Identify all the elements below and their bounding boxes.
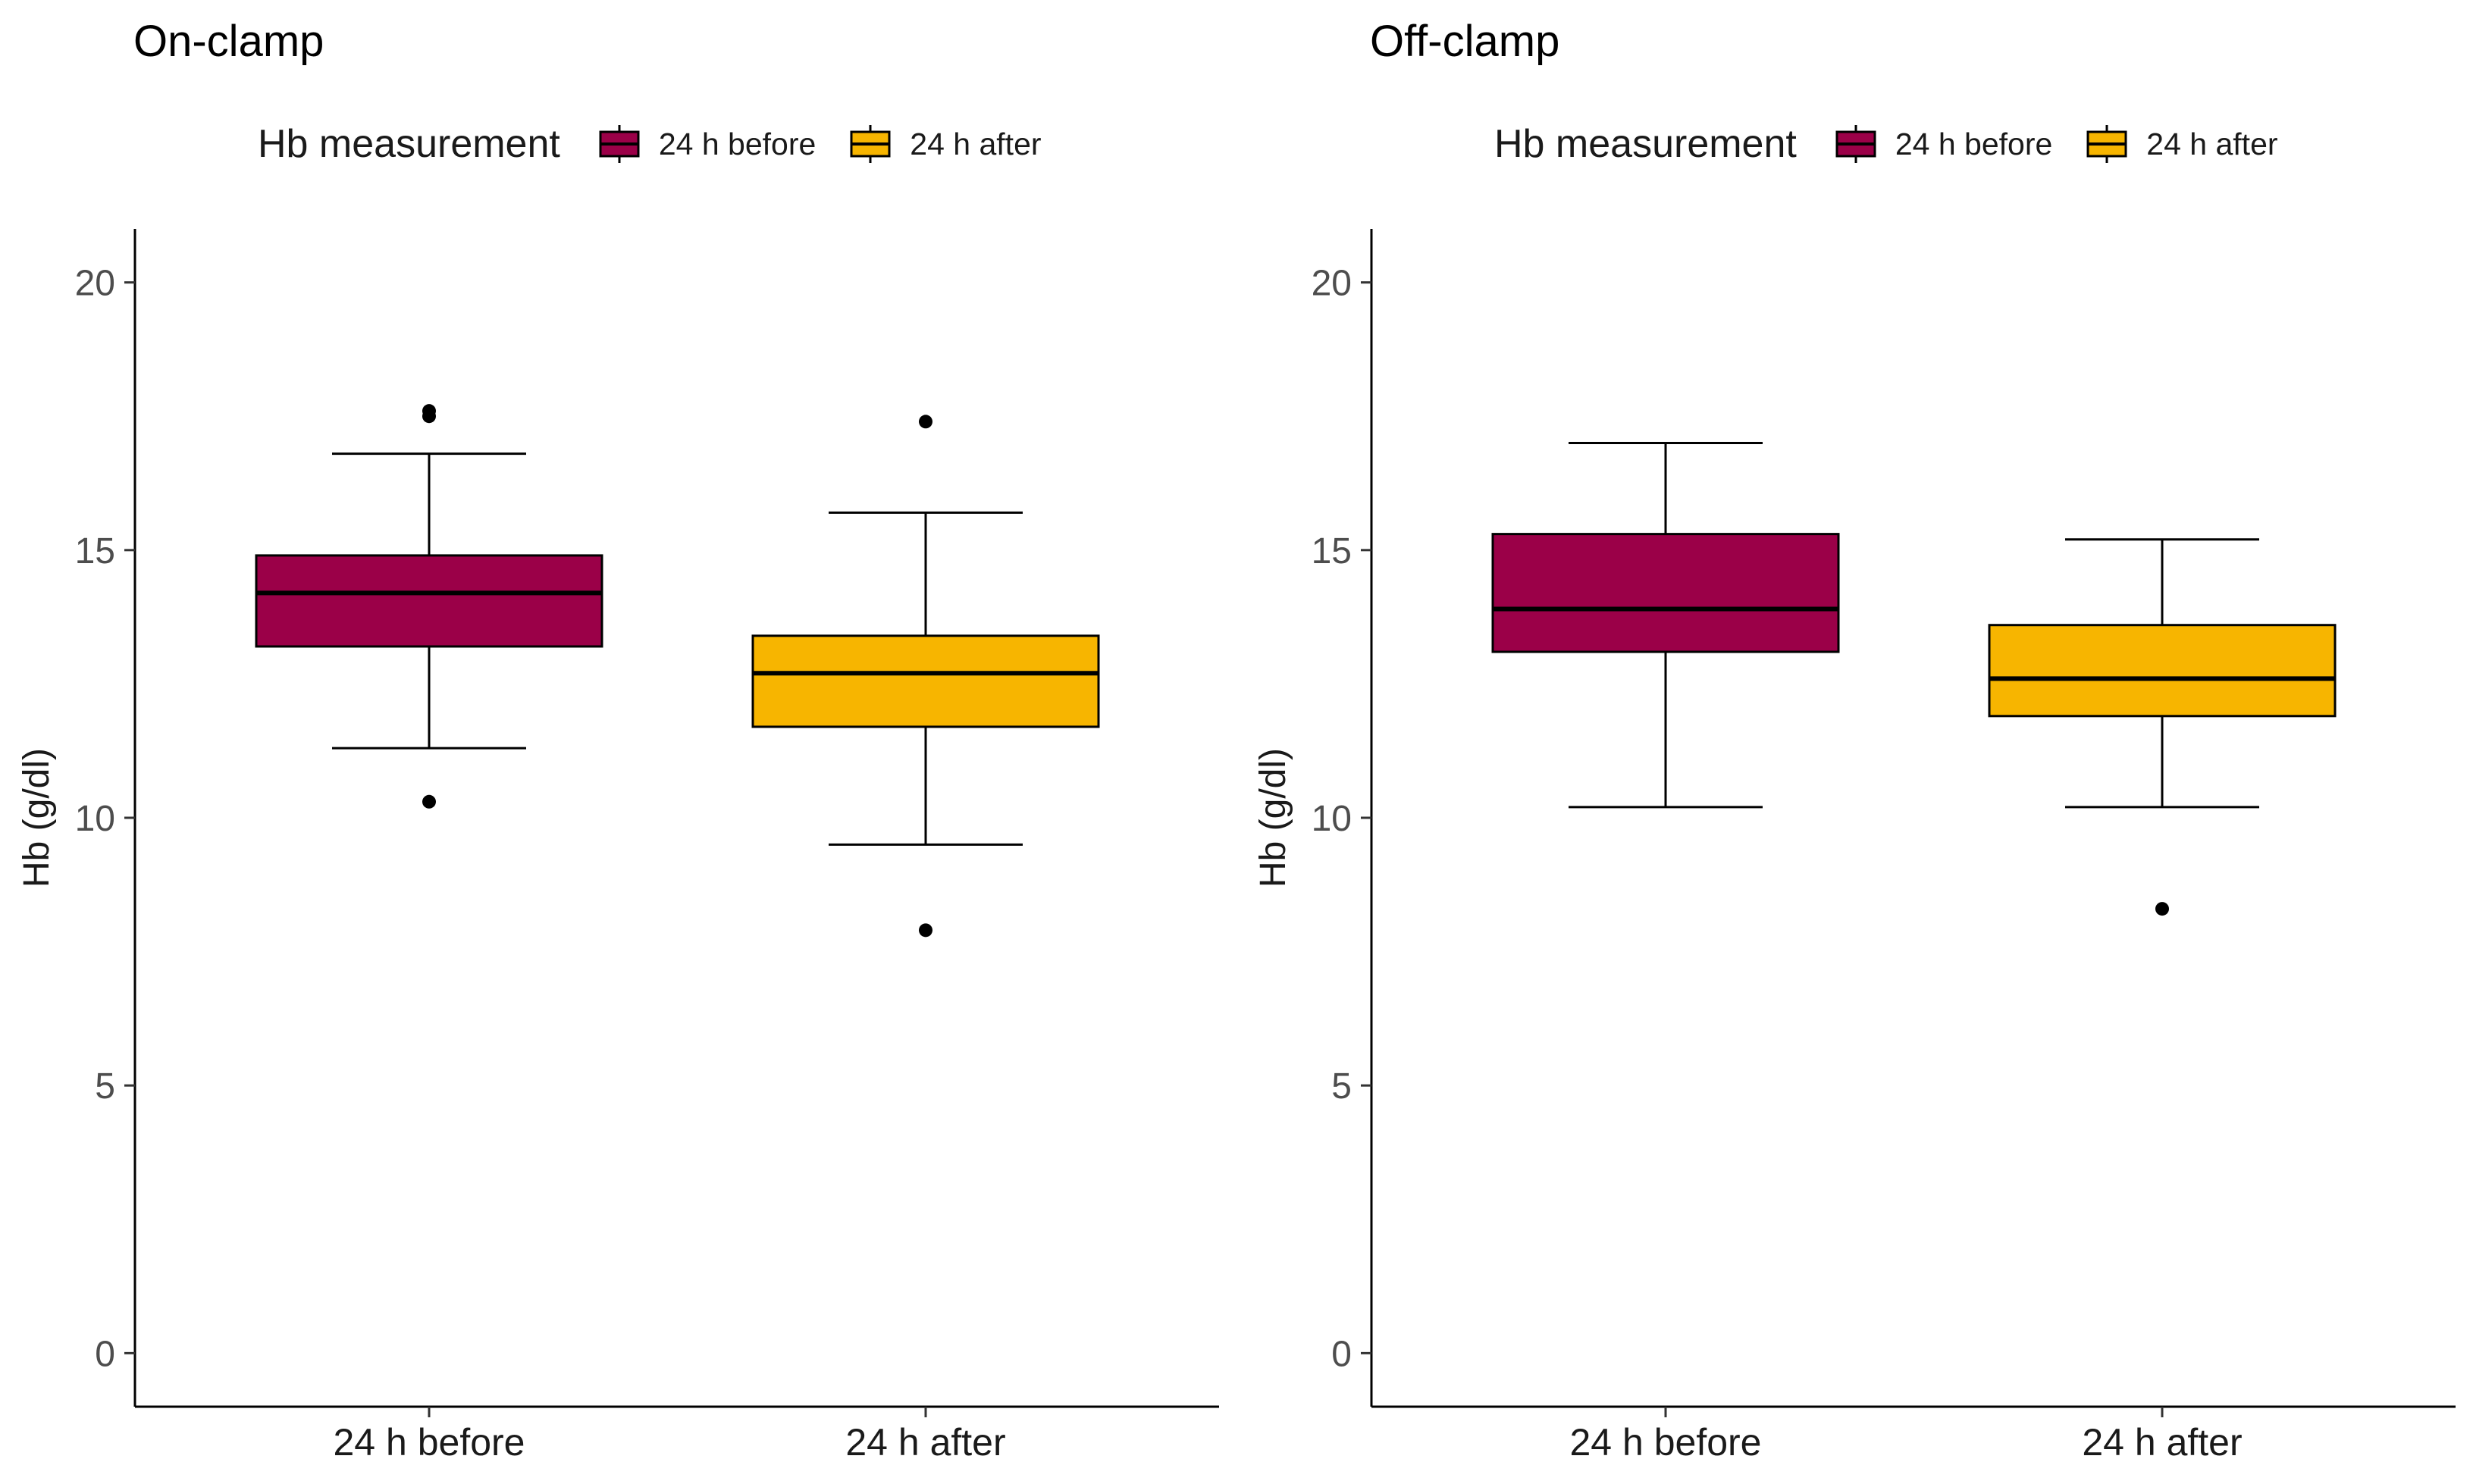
y-tick-label: 10	[75, 799, 115, 839]
box-after	[751, 415, 1100, 938]
plot-area: 0 5 10 15 20 Hb (g/dl) 24 h before 24 h after	[17, 229, 1219, 1464]
iqr-box	[751, 634, 1100, 728]
y-tick-label: 15	[75, 531, 115, 571]
legend-label-before: 24 h before	[658, 126, 816, 161]
box-before	[255, 404, 603, 809]
chart-title: On-clamp	[133, 17, 324, 66]
iqr-box	[255, 554, 603, 648]
plot-area: 0 5 10 15 20 Hb (g/dl) 24 h before 24 h after	[1253, 229, 2456, 1464]
y-tick-label: 0	[1331, 1334, 1352, 1374]
legend-item-after: 24 h after	[2086, 125, 2278, 163]
outlier-point	[422, 794, 436, 809]
legend: Hb measurement 24 h before 24 h after	[1494, 114, 2312, 174]
outlier-point	[2155, 902, 2169, 916]
y-axis-title: Hb (g/dl)	[1253, 748, 1293, 888]
y-tick-label: 10	[1312, 799, 1352, 839]
legend-key-before	[1835, 125, 1877, 163]
chart-panel-on-clamp: On-clamp Hb measurement 24 h before 24 h…	[0, 0, 1236, 1484]
box-after	[1988, 538, 2337, 916]
x-tick-label: 24 h after	[845, 1421, 1005, 1464]
y-tick-label: 5	[95, 1066, 115, 1107]
legend-title: Hb measurement	[1494, 122, 1797, 166]
x-tick-label: 24 h before	[334, 1421, 525, 1464]
legend: Hb measurement 24 h before 24 h after	[258, 114, 1075, 174]
chart-title: Off-clamp	[1370, 17, 1560, 66]
y-tick-label: 20	[75, 264, 115, 304]
legend-label-after: 24 h after	[910, 126, 1042, 161]
outlier-point	[422, 404, 436, 418]
box-before	[1491, 442, 1840, 809]
legend-item-before: 24 h before	[598, 125, 816, 163]
x-tick-label: 24 h before	[1570, 1421, 1762, 1464]
legend-key-after	[849, 125, 892, 163]
y-tick-label: 0	[95, 1334, 115, 1374]
chart-panel-off-clamp: Off-clamp Hb measurement 24 h before 24 …	[1236, 0, 2473, 1484]
legend-item-after: 24 h after	[849, 125, 1042, 163]
legend-label-after: 24 h after	[2146, 126, 2278, 161]
y-tick-label: 15	[1312, 531, 1352, 571]
legend-label-before: 24 h before	[1895, 126, 2053, 161]
iqr-box	[1988, 624, 2337, 718]
legend-title: Hb measurement	[258, 122, 560, 166]
iqr-box	[1491, 533, 1840, 653]
y-tick-label: 5	[1331, 1066, 1352, 1107]
legend-key-after	[2086, 125, 2128, 163]
outlier-point	[919, 415, 932, 429]
outlier-point	[919, 923, 932, 938]
x-tick-label: 24 h after	[2082, 1421, 2242, 1464]
legend-key-before	[598, 125, 641, 163]
y-tick-label: 20	[1312, 264, 1352, 304]
y-axis-title: Hb (g/dl)	[17, 748, 57, 888]
legend-item-before: 24 h before	[1835, 125, 2052, 163]
